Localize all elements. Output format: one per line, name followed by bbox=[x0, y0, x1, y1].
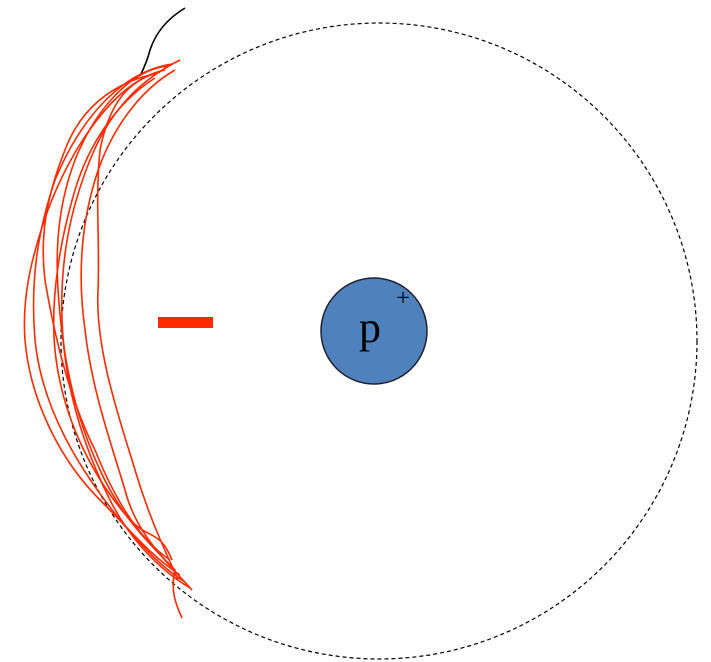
trail bbox=[57, 66, 182, 618]
page: p + (() => { const data = JSON.parse(doc… bbox=[0, 0, 711, 662]
nucleus-label: p bbox=[359, 303, 381, 352]
trail bbox=[81, 70, 192, 590]
electron-trails bbox=[24, 60, 192, 618]
trail bbox=[24, 70, 180, 575]
diagram: p + bbox=[0, 0, 711, 662]
nucleus-charge: + bbox=[396, 286, 410, 312]
electron-minus bbox=[158, 317, 213, 328]
